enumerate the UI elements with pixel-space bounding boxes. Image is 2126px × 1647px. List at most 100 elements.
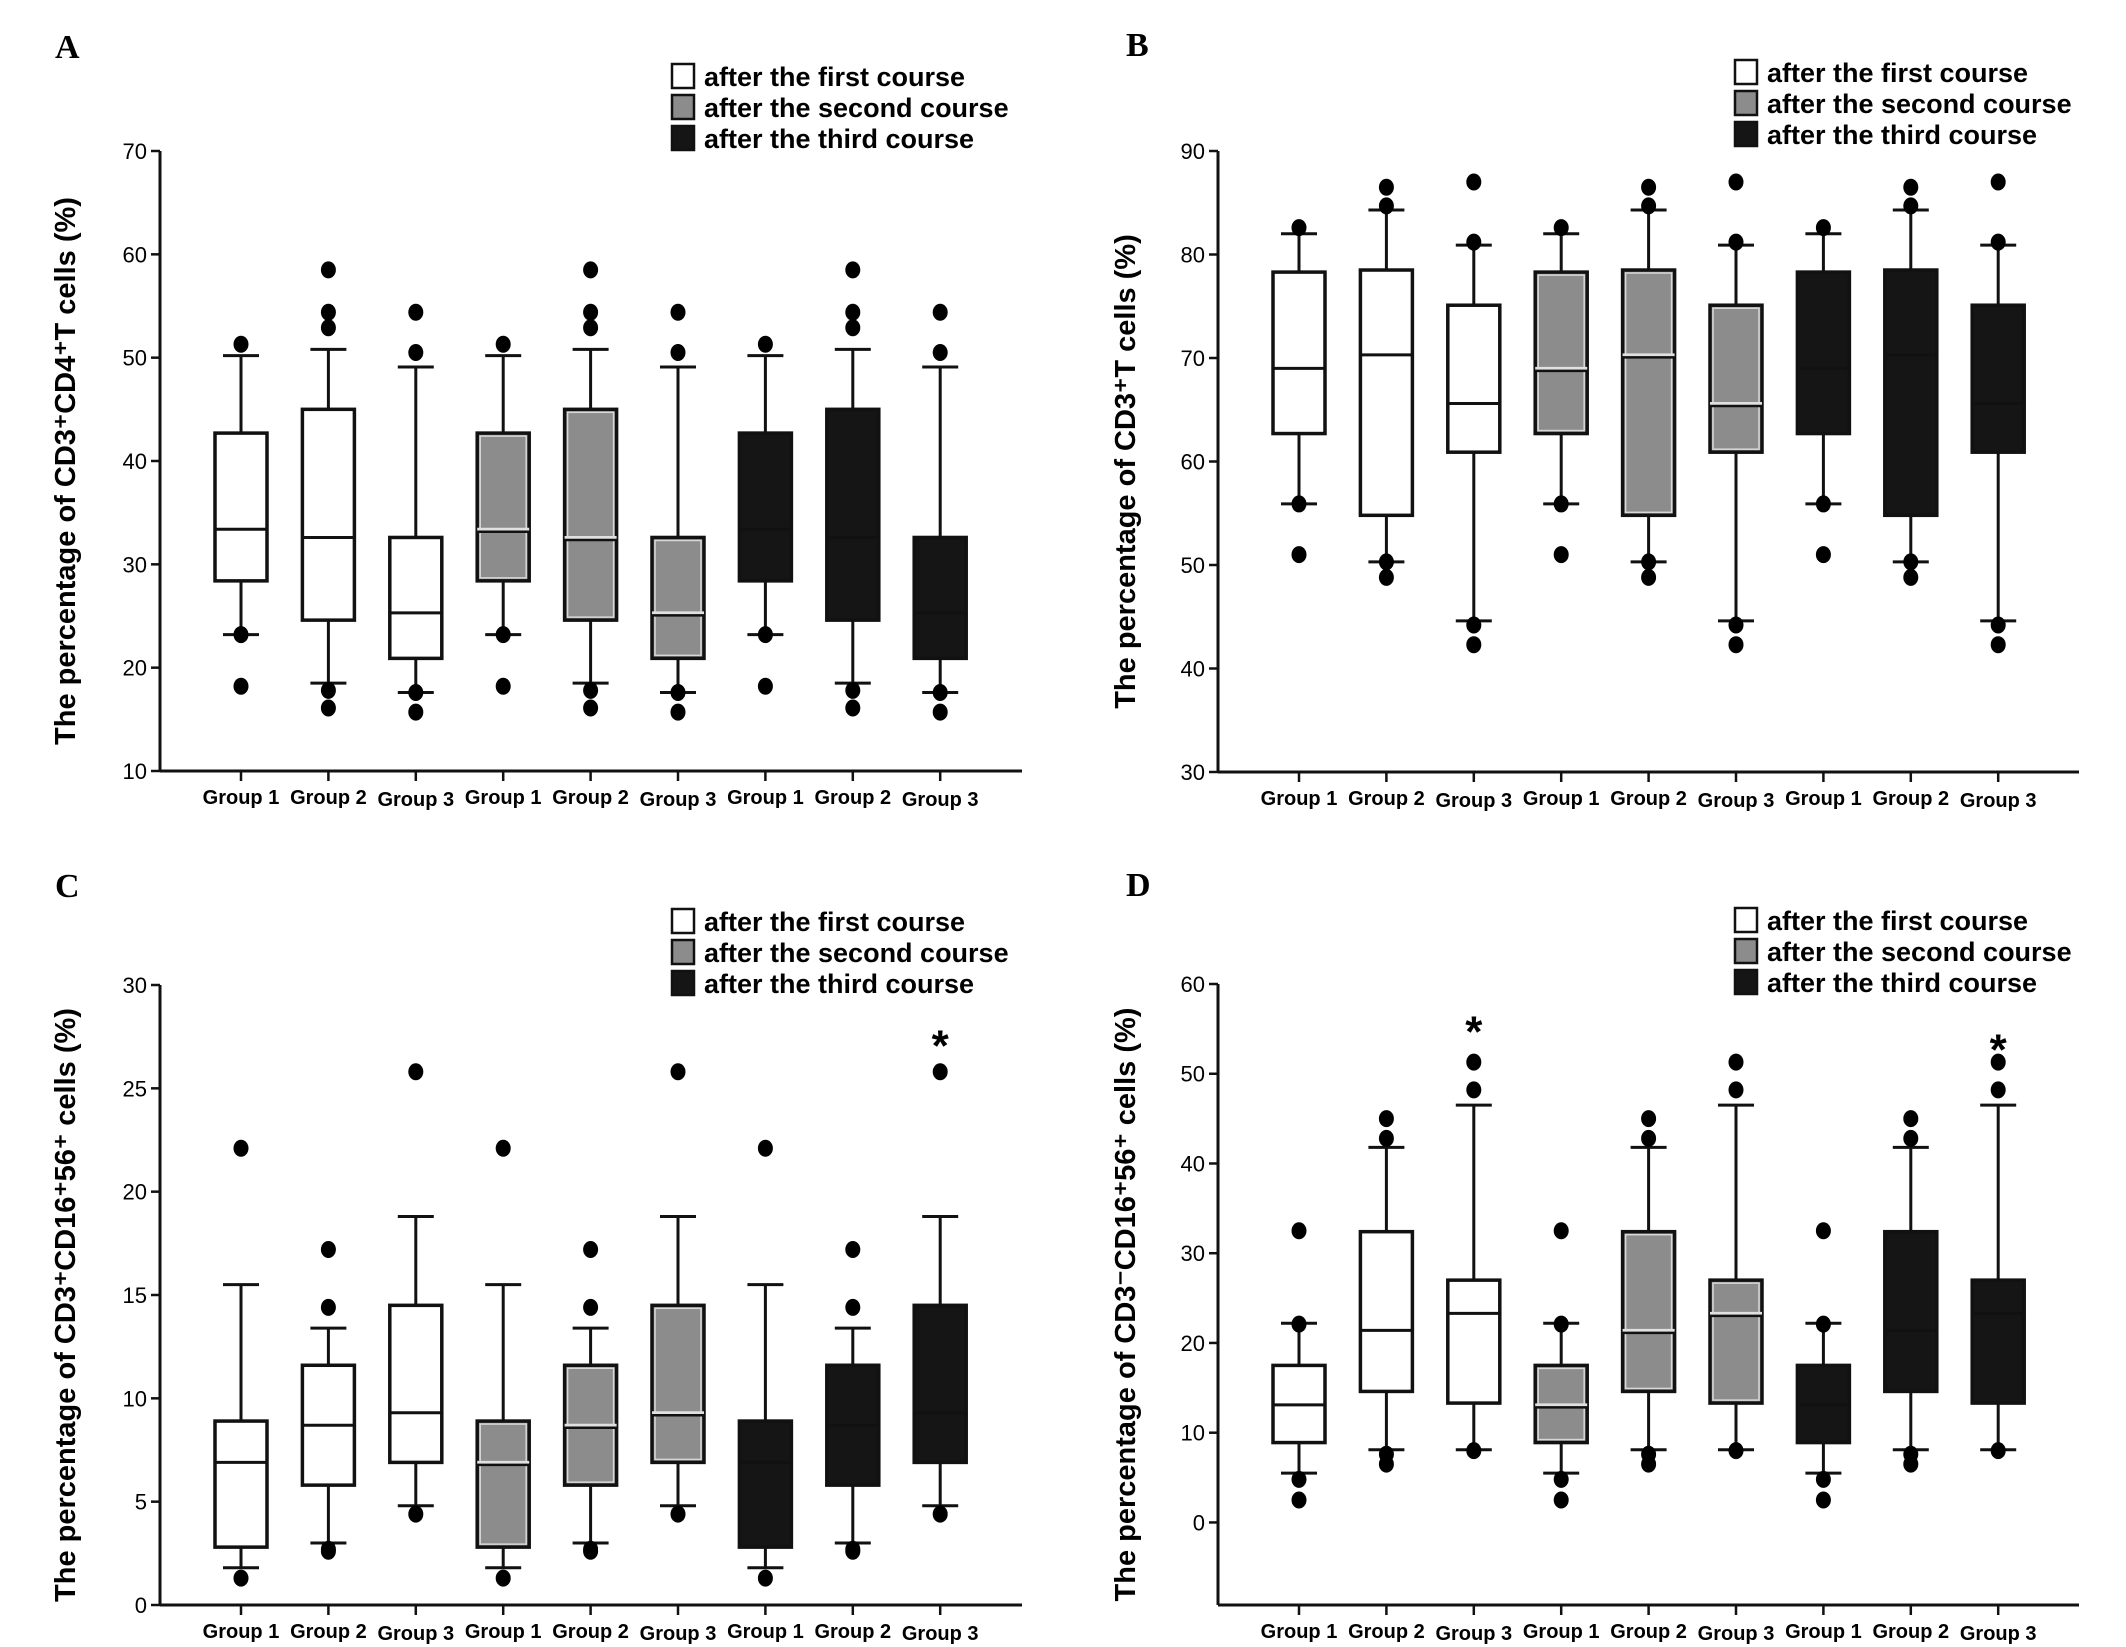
outlier-point [1903, 178, 1919, 196]
box-plot: Group 3 [377, 1063, 454, 1645]
box-iqr [912, 1303, 968, 1465]
box-iqr [213, 431, 269, 583]
box-iqr [1883, 268, 1939, 518]
outlier-point [1291, 219, 1307, 237]
panel-a: A 10 20 30 40 50 60 70 The percentage of CD3⁺CD4… [50, 29, 1022, 811]
y-tick-label: 25 [123, 1076, 147, 1101]
legend-label: after the first course [1767, 58, 2028, 88]
outlier-point [932, 1505, 948, 1523]
x-tick-label: Group 1 [203, 1621, 280, 1643]
box-plot: Group 1 [727, 1139, 804, 1643]
box-plot: Group 3 [902, 303, 979, 811]
y-tick-label: 50 [1181, 1062, 1205, 1087]
panel-b: B 30 40 50 60 70 80 90 The percentage of CD3⁺T c… [1110, 27, 2079, 812]
outlier-point [495, 626, 511, 644]
box-plot: Group 3 [1435, 173, 1512, 812]
box-plot: Group 1 [203, 1139, 280, 1643]
y-tick-label: 80 [1181, 243, 1205, 268]
box-plot: Group 2 [1610, 178, 1687, 810]
box-plot: Group 1 [1261, 1222, 1337, 1643]
outlier-point [1291, 495, 1307, 513]
y-tick-label: 30 [1181, 1241, 1205, 1266]
box-plot: Group 3 [640, 303, 717, 811]
legend-swatch [1733, 937, 1759, 965]
y-tick-label: 20 [123, 1180, 147, 1205]
y-tick-label: 20 [1181, 1331, 1205, 1356]
x-tick-label: Group 3 [902, 789, 979, 811]
outlier-point [1990, 1442, 2006, 1460]
panel-letter: C [55, 868, 80, 905]
box-plot: Group 3 [1698, 173, 1774, 812]
box-plot: Group 2 [1610, 1110, 1687, 1643]
legend-swatch [1733, 120, 1759, 148]
outlier-point [1378, 568, 1394, 586]
outlier-point [1466, 233, 1482, 251]
y-tick-label: 30 [1181, 760, 1205, 785]
outlier-point [583, 303, 599, 321]
outlier-point [495, 677, 511, 695]
outlier-point [670, 1505, 686, 1523]
box-iqr [1533, 270, 1589, 436]
y-axis-title: The percentage of CD3⁺CD16⁺56⁺ cells (%) [50, 1008, 82, 1602]
outlier-point [670, 683, 686, 701]
x-tick-label: Group 3 [1435, 790, 1512, 812]
outlier-point [495, 1139, 511, 1157]
box-plot: Group 3 [902, 1063, 979, 1645]
panel-letter: A [55, 29, 80, 66]
box-inner-edge [479, 435, 527, 579]
outlier-point [233, 335, 249, 353]
outlier-point [1291, 1222, 1307, 1240]
box-iqr [300, 407, 357, 622]
significance-asterisk: * [1465, 1007, 1483, 1056]
outlier-point [1553, 1491, 1569, 1509]
x-tick-label: Group 1 [203, 787, 280, 809]
legend-swatch [670, 938, 696, 966]
panel-d: D 0 10 20 30 40 50 60 The percentage of CD3⁻CD16… [1110, 867, 2079, 1645]
legend-swatch [1733, 58, 1759, 86]
y-tick-label: 20 [123, 656, 147, 681]
outlier-point [1378, 1129, 1394, 1147]
y-tick-label: 50 [123, 346, 147, 371]
panel-letter: D [1126, 867, 1151, 904]
outlier-point [1990, 1081, 2006, 1099]
box-iqr [213, 1419, 269, 1549]
outlier-point [408, 703, 424, 721]
box-plot: Group 3 [1698, 1053, 1774, 1645]
outlier-point [1378, 178, 1394, 196]
box-plot: Group 1 [465, 335, 542, 809]
box-iqr [912, 535, 968, 661]
outlier-point [1728, 1053, 1744, 1071]
box-inner-edge [1537, 274, 1585, 432]
box-iqr [825, 407, 881, 622]
outlier-point [845, 261, 861, 279]
x-tick-label: Group 1 [465, 787, 542, 809]
outlier-point [1728, 1442, 1744, 1460]
y-tick-label: 10 [123, 759, 147, 784]
box-iqr [475, 431, 531, 583]
outlier-point [583, 1241, 599, 1259]
outlier-point [1728, 636, 1744, 654]
outlier-point [1903, 568, 1919, 586]
legend-label: after the first course [704, 62, 965, 92]
outlier-point [233, 677, 249, 695]
outlier-point [1990, 616, 2006, 634]
outlier-point [1466, 1081, 1482, 1099]
y-tick-label: 60 [1181, 972, 1205, 997]
outlier-point [583, 1542, 599, 1560]
outlier-point [1291, 546, 1307, 564]
outlier-point [1291, 1315, 1307, 1333]
legend-swatch [670, 969, 696, 997]
outlier-point [670, 344, 686, 361]
x-tick-label: Group 3 [640, 789, 717, 811]
outlier-point [320, 261, 336, 279]
box-inner-edge [654, 539, 702, 657]
x-tick-label: Group 2 [552, 787, 629, 809]
box-iqr [1446, 1278, 1502, 1405]
outlier-point [408, 1063, 424, 1081]
x-tick-label: Group 1 [1785, 788, 1862, 810]
box-iqr [1271, 270, 1327, 436]
y-axis-title: The percentage of CD3⁻CD16⁺56⁺ cells (%) [1110, 1008, 1142, 1602]
outlier-point [1553, 546, 1569, 564]
outlier-point [845, 699, 861, 717]
box-plot: Group 1 [727, 335, 804, 809]
